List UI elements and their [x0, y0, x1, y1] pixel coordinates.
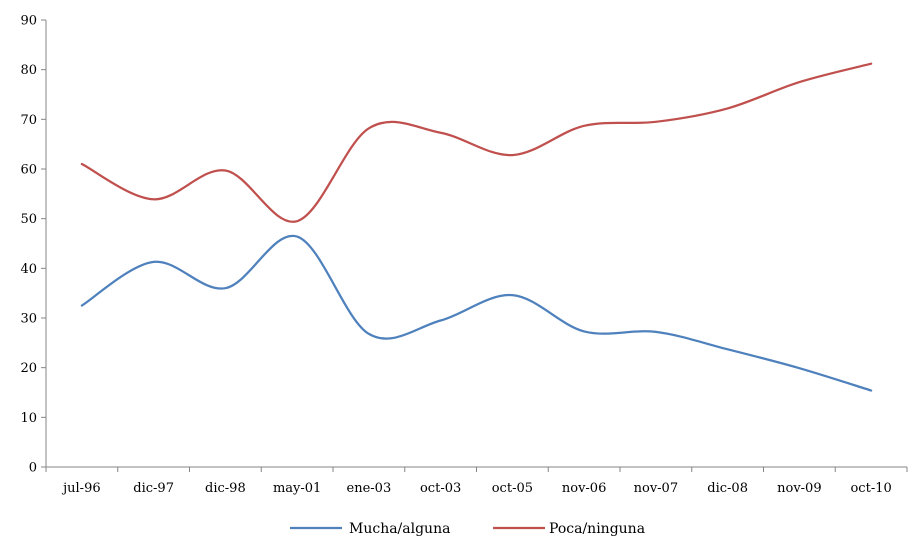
legend-label-mucha-alguna: Mucha/alguna — [349, 521, 450, 537]
y-tick-label: 90 — [20, 14, 37, 29]
y-tick-label: 70 — [20, 113, 37, 128]
x-tick-label: ene-03 — [347, 481, 392, 496]
y-tick-label: 60 — [20, 163, 37, 178]
x-tick-label: nov-09 — [777, 481, 821, 496]
x-tick-label: dic-97 — [133, 481, 174, 496]
chart-axes: 0 10 20 30 40 50 60 70 80 90 jul-96 dic-97 dic-98 may… — [20, 14, 908, 496]
y-tick-label: 80 — [20, 63, 37, 78]
x-tick-label: jul-96 — [61, 481, 101, 496]
y-tick-label: 40 — [20, 262, 37, 277]
y-tick-label: 10 — [20, 411, 37, 426]
x-tick-label: dic-08 — [707, 481, 748, 496]
y-tick-label: 0 — [29, 461, 37, 476]
y-tick-label: 30 — [20, 312, 37, 327]
x-tick-label: dic-98 — [205, 481, 246, 496]
chart-series — [80, 62, 873, 392]
x-tick-label: oct-05 — [492, 481, 533, 496]
legend-label-poca-ninguna: Poca/ninguna — [549, 521, 645, 537]
x-tick-label: oct-03 — [420, 481, 461, 496]
series-line-mucha-alguna — [80, 234, 873, 392]
x-tick-label: nov-06 — [562, 481, 606, 496]
series-line-poca-ninguna — [80, 62, 873, 223]
x-tick-label: oct-10 — [850, 481, 891, 496]
x-tick-label: nov-07 — [634, 481, 678, 496]
y-tick-label: 50 — [20, 212, 37, 227]
chart-legend: Mucha/alguna Poca/ninguna — [290, 521, 645, 537]
y-tick-label: 20 — [20, 361, 37, 376]
x-tick-label: may-01 — [273, 481, 321, 496]
